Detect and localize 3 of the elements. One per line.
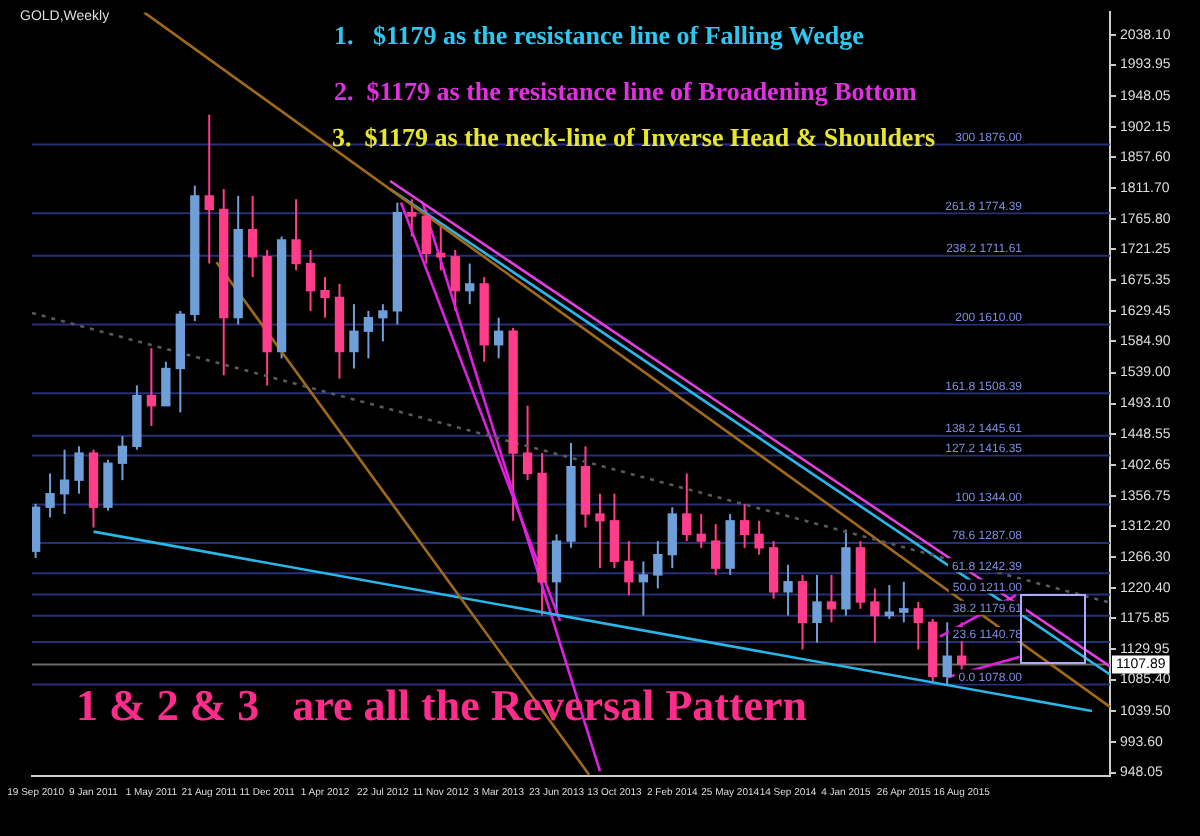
annotation: 2. $1179 as the resistance line of Broadening Bottom <box>334 76 917 106</box>
annotation: 3. $1179 as the neck-line of Inverse Head & Shoulders <box>332 122 936 152</box>
annotation: 1. $1179 as the resistance line of Falling Wedge <box>334 20 864 50</box>
